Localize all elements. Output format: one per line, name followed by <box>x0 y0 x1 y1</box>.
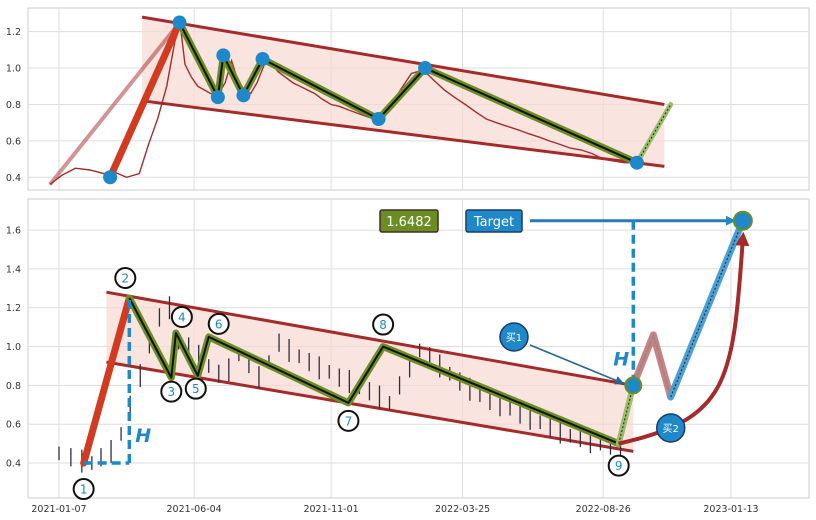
top-turning-point <box>103 170 118 185</box>
top-panel: 0.4 0.6 0.8 1.0 1.2 <box>6 7 810 191</box>
bottom-channel-lower-line <box>106 360 634 453</box>
x-tick: 2021-06-04 <box>167 504 222 515</box>
x-tick: 2021-11-01 <box>303 504 358 515</box>
wave-label-number: 9 <box>615 459 623 473</box>
buy1-annotation: 买1 <box>499 322 625 385</box>
top-turning-point <box>172 15 187 30</box>
top-y-tick-labels: 0.4 0.6 0.8 1.0 1.2 <box>6 27 21 184</box>
top-y-tick: 0.6 <box>6 136 21 147</box>
target-value-text: 1.6482 <box>386 215 432 230</box>
top-y-tick: 1.0 <box>6 64 21 75</box>
wave-label-ring <box>160 380 183 403</box>
wave-label-ring <box>184 377 207 400</box>
bottom-y-tick: 0.8 <box>6 381 21 392</box>
wave-label-ring <box>207 312 230 335</box>
bottom-impulse-wave <box>80 294 133 467</box>
top-channel-upper-line <box>141 15 665 106</box>
top-channel-lower-line <box>141 99 665 168</box>
buy1-label: 买1 <box>506 332 522 344</box>
bottom-y-tick: 0.4 <box>6 459 21 470</box>
height-measure-guides <box>83 298 132 465</box>
top-wave-path <box>178 22 638 164</box>
top-turning-point <box>236 88 251 103</box>
wave-label-ring <box>72 478 95 501</box>
x-tick-labels: 2021-01-07 2021-06-04 2021-11-01 2022-03-25… <box>31 504 758 515</box>
buy2-bubble <box>655 413 686 443</box>
top-turning-point <box>371 112 386 127</box>
wave-label-ring <box>114 267 137 290</box>
target-label-box-bg <box>465 209 523 233</box>
target-curve-arrow <box>618 231 750 446</box>
top-turning-point <box>216 48 231 63</box>
wave-label-number: 4 <box>178 310 186 324</box>
top-y-tick: 0.8 <box>6 100 21 111</box>
wave-label-ring <box>170 305 193 328</box>
projection-target-leg-outline <box>667 217 747 401</box>
top-price-series <box>49 25 645 186</box>
buy2-annotation: 买2 <box>655 413 686 443</box>
pullback-zigzag <box>632 333 672 398</box>
bottom-panel: H H 1 2 3 4 5 6 7 8 9 1.6482 Target 买1 买2 0.4 0.6… <box>6 198 810 515</box>
x-tick: 2022-08-26 <box>576 504 631 515</box>
x-tick: 2021-01-07 <box>31 504 86 515</box>
x-tick: 2023-01-13 <box>703 504 758 515</box>
bottom-y-tick: 1.2 <box>6 303 21 314</box>
top-early-trend-line <box>48 21 182 186</box>
top-y-tick: 0.4 <box>6 173 21 184</box>
buy1-bubble <box>499 322 529 352</box>
wave-label-ring <box>607 454 630 477</box>
top-turning-point <box>210 90 225 105</box>
bottom-wave-path <box>128 297 620 445</box>
wave-label-number: 2 <box>121 272 129 286</box>
target-value-box-bg <box>379 209 439 233</box>
x-tick: 2022-03-25 <box>435 504 490 515</box>
bottom-y-tick-labels: 0.4 0.6 0.8 1.0 1.2 1.4 1.6 <box>6 226 21 470</box>
buy1-arrow <box>529 344 625 385</box>
bottom-y-tick: 1.0 <box>6 342 21 353</box>
bottom-y-tick: 0.6 <box>6 420 21 431</box>
target-label-box: Target <box>465 209 523 233</box>
wave-label-ring <box>372 313 395 336</box>
wave-label-number: 1 <box>80 483 88 497</box>
top-y-tick: 1.2 <box>6 27 21 38</box>
projection-marker <box>624 376 643 395</box>
wave-label-ring <box>337 409 360 432</box>
bottom-y-tick: 1.6 <box>6 226 21 237</box>
top-impulse-wave <box>106 19 183 181</box>
top-projection-path <box>636 104 672 163</box>
wave-label-number: 5 <box>192 382 200 396</box>
top-turning-point <box>418 61 433 76</box>
wave-label-number: 8 <box>379 318 387 332</box>
bottom-markers <box>624 210 753 395</box>
buy2-label: 买2 <box>663 423 679 435</box>
target-label-text: Target <box>473 215 514 230</box>
projection-first-leg-outline <box>615 382 637 447</box>
bottom-y-tick: 1.4 <box>6 264 21 275</box>
target-value-box: 1.6482 <box>379 209 439 233</box>
height-label-left: H <box>135 425 151 447</box>
wave-label-number: 3 <box>167 385 175 399</box>
wave-label-number: 7 <box>345 414 353 428</box>
top-turning-point-markers <box>103 15 644 185</box>
top-turning-point <box>629 155 644 170</box>
wave-number-labels: 1 2 3 4 5 6 7 8 9 <box>72 267 630 501</box>
top-turning-point <box>255 51 270 66</box>
wave-label-number: 6 <box>215 317 223 331</box>
target-marker <box>732 210 753 231</box>
height-label-right: H <box>613 348 629 370</box>
bottom-channel-upper-line <box>106 290 634 387</box>
